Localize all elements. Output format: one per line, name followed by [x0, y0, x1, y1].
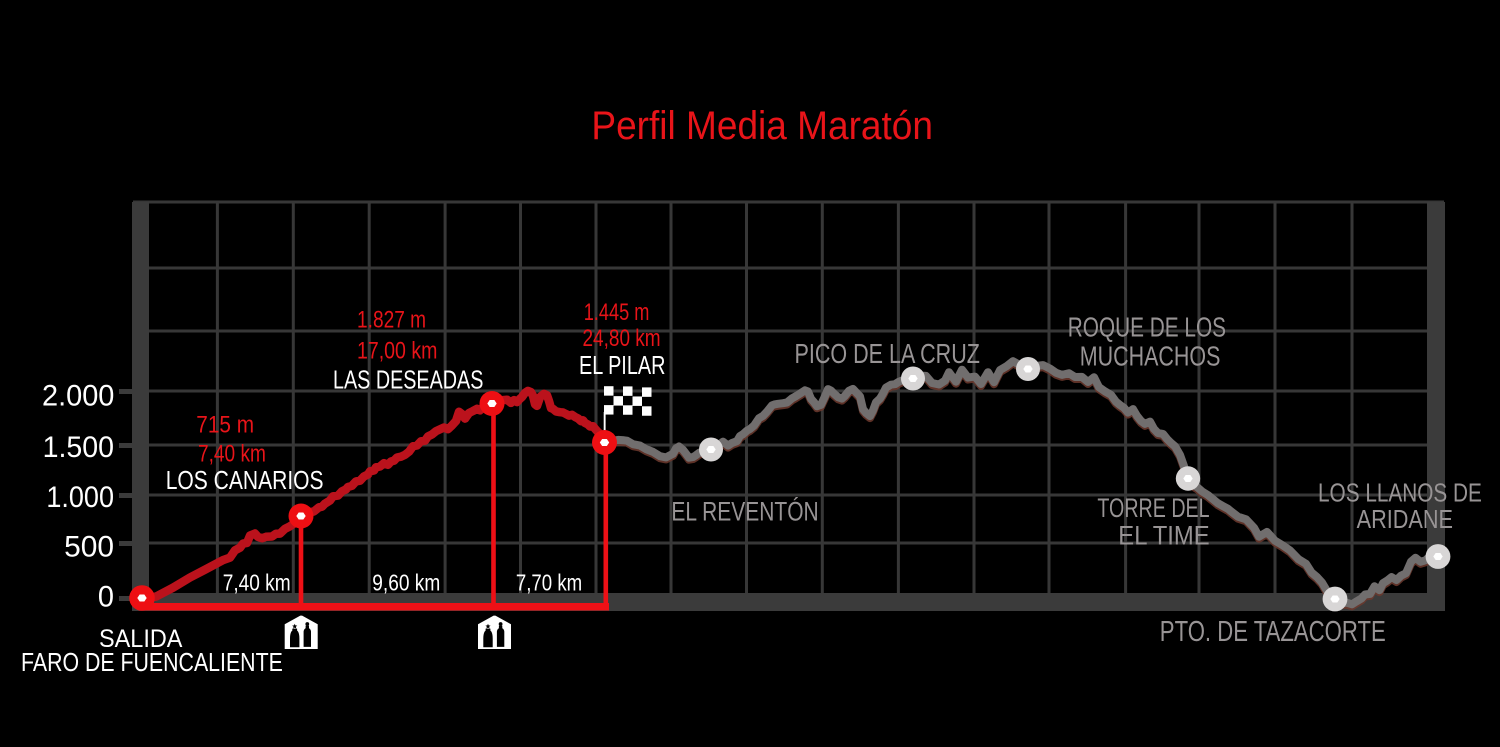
svg-text:9,60 km: 9,60 km	[372, 571, 440, 596]
svg-text:LOS CANARIOS: LOS CANARIOS	[166, 467, 324, 496]
svg-text:PICO DE LA CRUZ: PICO DE LA CRUZ	[795, 338, 980, 369]
svg-text:2.000: 2.000	[42, 379, 114, 413]
svg-text:PTO. DE TAZACORTE: PTO. DE TAZACORTE	[1160, 616, 1386, 647]
svg-text:ROQUE DE LOS: ROQUE DE LOS	[1068, 313, 1226, 343]
svg-text:Perfil Media Maratón: Perfil Media Maratón	[591, 104, 933, 149]
svg-text:1.445 m: 1.445 m	[584, 299, 650, 326]
svg-text:0: 0	[98, 580, 114, 614]
svg-text:SALIDA: SALIDA	[99, 625, 183, 653]
svg-text:EL REVENTÓN: EL REVENTÓN	[671, 497, 818, 527]
svg-text:ARIDANE: ARIDANE	[1357, 505, 1453, 534]
svg-text:500: 500	[64, 530, 114, 563]
svg-text:17,00 km: 17,00 km	[357, 337, 437, 364]
svg-text:EL TIME: EL TIME	[1118, 521, 1209, 551]
svg-text:715 m: 715 m	[196, 411, 254, 438]
svg-text:1.000: 1.000	[46, 481, 114, 515]
svg-text:1.500: 1.500	[43, 431, 114, 464]
svg-text:LOS LLANOS DE: LOS LLANOS DE	[1318, 479, 1482, 508]
svg-text:24,80 km: 24,80 km	[583, 324, 661, 352]
svg-text:LAS DESEADAS: LAS DESEADAS	[333, 365, 483, 394]
svg-text:7,40 km: 7,40 km	[223, 571, 291, 596]
svg-text:FARO DE FUENCALIENTE: FARO DE FUENCALIENTE	[21, 648, 283, 678]
svg-text:7,40 km: 7,40 km	[198, 439, 266, 467]
svg-text:TORRE DEL: TORRE DEL	[1097, 494, 1209, 524]
svg-text:1.827 m: 1.827 m	[357, 305, 426, 333]
svg-text:EL PILAR: EL PILAR	[579, 350, 665, 379]
svg-text:MUCHACHOS: MUCHACHOS	[1080, 342, 1221, 372]
svg-text:7,70 km: 7,70 km	[516, 571, 582, 596]
